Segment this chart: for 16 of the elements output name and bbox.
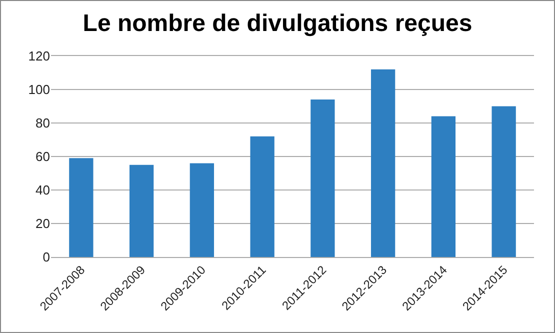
bar [190, 163, 214, 257]
bar [250, 136, 274, 257]
y-tick-label: 80 [36, 116, 50, 131]
bar [492, 106, 516, 257]
chart-title: Le nombre de divulgations reçues [82, 10, 472, 38]
bar [370, 69, 396, 257]
y-tick-label: 40 [36, 182, 50, 198]
bar [129, 164, 154, 257]
y-tick-label: 120 [28, 48, 50, 64]
y-tick-label: 0 [42, 250, 50, 265]
y-tick-label: 60 [36, 149, 50, 164]
y-tick-label: 20 [36, 216, 50, 232]
bar [431, 116, 456, 257]
y-tick-label: 100 [28, 82, 50, 98]
bar [310, 100, 335, 257]
bar [69, 158, 94, 257]
